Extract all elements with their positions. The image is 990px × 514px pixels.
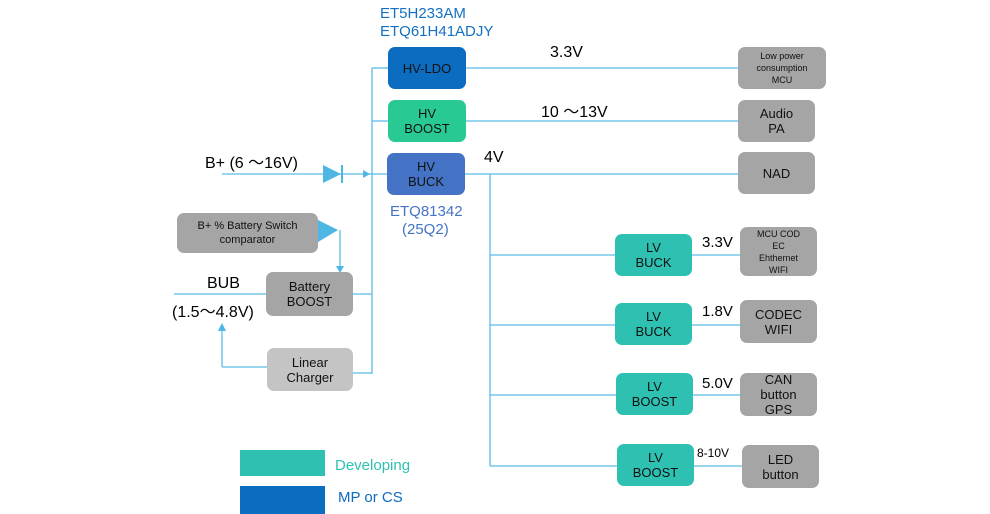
- hv-boost-block: HV BOOST: [388, 100, 466, 142]
- load-nad: NAD: [738, 152, 815, 194]
- lv-3-voltage: 5.0V: [702, 375, 733, 392]
- bplus-label: B+ (6 ～16V): [205, 155, 298, 172]
- battery-boost-block: Battery BOOST: [266, 272, 353, 316]
- battery-switch-comparator: B+ % Battery Switch comparator: [177, 213, 318, 253]
- legend-label-developing: Developing: [335, 457, 411, 474]
- comparator-triangle-icon: [318, 220, 338, 242]
- load-audio-pa: Audio PA: [738, 100, 815, 142]
- hv-buck-voltage: 4V: [484, 149, 504, 166]
- hv-boost-voltage: 10 ～13V: [541, 104, 608, 121]
- legend-swatch-mp: [240, 486, 325, 514]
- lv-1-voltage: 3.3V: [702, 234, 733, 251]
- lv-boost-1-block: LV BOOST: [616, 373, 693, 415]
- arrow-head-icon: [336, 266, 344, 273]
- hv-ldo-part-1: ET5H233AM: [380, 5, 466, 22]
- load-codec-wifi: CODEC WIFI: [740, 300, 817, 343]
- lv-boost-2-block: LV BOOST: [617, 444, 694, 486]
- load-mcu-cod: MCU COD EC Ehthernet WIFI: [740, 227, 817, 276]
- hv-buck-date: (25Q2): [402, 221, 449, 238]
- load-can-button-gps: CAN button GPS: [740, 372, 817, 417]
- legend-swatch-developing: [240, 450, 325, 476]
- load-low-power-mcu: Low power consumption MCU: [738, 47, 826, 89]
- diode-icon: [323, 165, 341, 183]
- linear-charger-block: Linear Charger: [267, 348, 353, 391]
- load-led-button: LED button: [742, 445, 819, 488]
- arrow-head-icon: [218, 323, 226, 331]
- hv-ldo-block: HV-LDO: [388, 47, 466, 89]
- lv-buck-2-block: LV BUCK: [615, 303, 692, 345]
- bub-range: (1.5～4.8V): [172, 304, 254, 321]
- legend-label-mp: MP or CS: [338, 489, 403, 506]
- lv-4-voltage: 8-10V: [697, 446, 730, 460]
- hv-buck-block: HV BUCK: [387, 153, 465, 195]
- hv-ldo-voltage: 3.3V: [550, 44, 583, 61]
- hv-ldo-part-2: ETQ61H41ADJY: [380, 23, 494, 40]
- arrow-head-icon: [363, 170, 370, 178]
- lv-2-voltage: 1.8V: [702, 303, 733, 320]
- lv-buck-1-block: LV BUCK: [615, 234, 692, 276]
- bub-label: BUB: [207, 275, 240, 292]
- hv-buck-part: ETQ81342: [390, 203, 463, 220]
- arrows: [218, 165, 370, 331]
